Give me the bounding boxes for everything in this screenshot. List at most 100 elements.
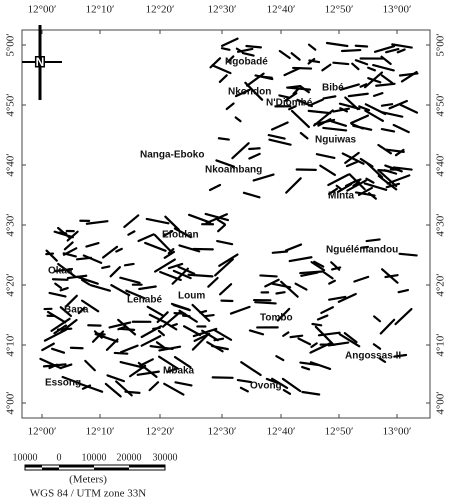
y-tick-label: 4°40′ (435, 153, 447, 176)
y-tick-label: 4°20′ (435, 273, 447, 296)
y-tick-label: 4°50′ (5, 93, 17, 116)
lineament (388, 99, 408, 110)
lineament (309, 342, 332, 354)
lineament (278, 94, 290, 99)
lineament (276, 307, 291, 322)
lineament (284, 243, 303, 252)
lineament (373, 92, 384, 97)
scale-segment (42, 467, 59, 470)
lineament (187, 213, 212, 224)
lineament (125, 289, 146, 300)
lineament (170, 302, 190, 311)
lineament (385, 48, 400, 54)
lineament (384, 164, 403, 173)
lineament (109, 266, 121, 278)
lineament (351, 62, 360, 71)
lineament (231, 142, 250, 160)
lineament (331, 266, 342, 271)
lineament (254, 301, 277, 305)
place-label: Essong (45, 378, 81, 389)
lineament (164, 215, 180, 231)
lineament (218, 74, 228, 84)
place-label: Nkondon (228, 87, 271, 98)
lineament (146, 305, 165, 318)
x-tick-label: 13°00′ (383, 426, 412, 438)
place-label: Bibé (322, 83, 344, 94)
lineament (394, 148, 405, 157)
lineament (348, 173, 366, 191)
place-label: Nkoambang (205, 165, 262, 176)
y-tick-label: 5°00′ (5, 33, 17, 56)
lineament (275, 291, 286, 295)
lineament (85, 241, 100, 248)
lineament (50, 317, 71, 332)
lineament (213, 337, 225, 342)
lineament (153, 233, 172, 253)
lineament (163, 382, 185, 396)
lineament (174, 381, 193, 387)
scale-label: 20000 (117, 452, 142, 463)
lineament (206, 341, 224, 353)
lineament (127, 230, 136, 236)
lineament (39, 357, 62, 370)
lineament (104, 382, 122, 398)
lineament (64, 294, 78, 308)
lineament (115, 380, 133, 397)
lineament (140, 335, 162, 347)
lineament (367, 66, 376, 72)
lineament (377, 169, 398, 188)
lineament (360, 245, 370, 249)
lineament (327, 187, 339, 196)
lineament (344, 151, 360, 165)
place-label: Bana (64, 305, 89, 316)
lineament (208, 183, 222, 192)
lineament (203, 313, 215, 318)
lineament (358, 105, 371, 112)
lineament (340, 48, 362, 53)
lineament (148, 381, 160, 392)
lineament (354, 44, 369, 48)
lineament (271, 377, 289, 390)
scale-label: 0 (57, 452, 62, 463)
lineament (307, 109, 332, 115)
place-label: Nguiwas (315, 135, 357, 146)
lineament (220, 37, 239, 47)
lineament (310, 261, 326, 272)
lineament (278, 49, 291, 60)
lineament (167, 248, 175, 255)
lineament (59, 363, 73, 370)
lineament (214, 258, 234, 277)
place-label: Loum (178, 291, 205, 302)
y-tick-label: 4°30′ (5, 213, 17, 236)
lineament (399, 103, 419, 114)
lineament (364, 109, 385, 122)
lineament (80, 299, 100, 313)
place-label: Lehabé (127, 295, 162, 306)
lineament (380, 74, 394, 85)
lineament (137, 361, 158, 378)
lineament (102, 245, 119, 259)
lineament (392, 166, 413, 171)
lineament (229, 305, 251, 315)
y-tick-label: 4°40′ (5, 153, 17, 176)
lineament (236, 378, 253, 384)
x-tick-label: 12°00′ (28, 426, 57, 438)
lineament (377, 168, 390, 173)
lineament (42, 363, 67, 368)
lineament (252, 173, 275, 182)
lineament (220, 47, 231, 51)
lineament (167, 262, 184, 270)
lineament (311, 322, 323, 327)
lineament (297, 337, 312, 346)
lineament (354, 59, 369, 66)
lineament (319, 164, 337, 177)
lineament (158, 345, 182, 352)
lineament (191, 334, 209, 351)
lineament (45, 249, 58, 262)
lineament (163, 250, 175, 259)
lineament (307, 57, 316, 65)
place-label: Mbaka (163, 366, 195, 377)
place-label: Efoulan (162, 230, 199, 241)
lineament (79, 383, 104, 393)
x-tick-label: 12°40′ (267, 426, 296, 438)
